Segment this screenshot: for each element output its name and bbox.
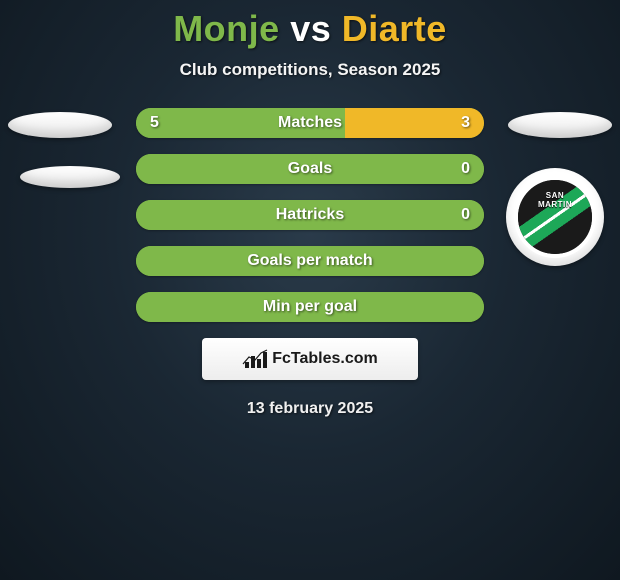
title-player1: Monje [173, 8, 280, 49]
stat-row: 0 Hattricks [136, 200, 484, 230]
footer-date: 13 february 2025 [0, 400, 620, 418]
stat-row: 0 Goals [136, 154, 484, 184]
stat-rows: 5 3 Matches 0 Goals 0 Hattricks Goals per match… [136, 108, 484, 322]
stat-label: Hattricks [276, 206, 344, 224]
right-club-logo: SAN MARTIN [514, 176, 596, 258]
footer-brand-box: FcTables.com [202, 338, 418, 380]
stat-value-right: 0 [461, 154, 470, 184]
club-name-line2: MARTIN [518, 201, 592, 210]
stat-label: Goals per match [247, 252, 372, 270]
bar-chart-icon [242, 348, 268, 370]
stat-value-right: 3 [461, 108, 470, 138]
stat-value-right: 0 [461, 200, 470, 230]
title: Monje vs Diarte [0, 0, 620, 50]
title-vs: vs [290, 8, 331, 49]
left-flag-badge [8, 112, 112, 138]
stat-label: Matches [278, 114, 342, 132]
right-club-badge: SAN MARTIN [506, 168, 604, 266]
right-flag-badge [508, 112, 612, 138]
stat-value-left: 5 [150, 108, 159, 138]
stat-row: Goals per match [136, 246, 484, 276]
subtitle: Club competitions, Season 2025 [0, 60, 620, 80]
left-club-badge [20, 166, 120, 188]
stat-label: Goals [288, 160, 332, 178]
title-player2: Diarte [342, 8, 447, 49]
stat-label: Min per goal [263, 298, 357, 316]
content-area: SAN MARTIN 5 3 Matches 0 Goals 0 Hattricks Goal… [0, 108, 620, 418]
comparison-card: Monje vs Diarte Club competitions, Seaso… [0, 0, 620, 580]
footer-brand-text: FcTables.com [272, 350, 378, 368]
stat-row: Min per goal [136, 292, 484, 322]
club-logo-text: SAN MARTIN [518, 192, 592, 210]
stat-row: 5 3 Matches [136, 108, 484, 138]
